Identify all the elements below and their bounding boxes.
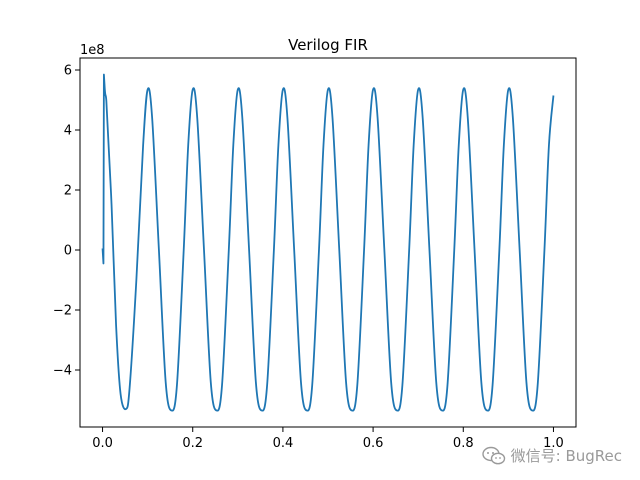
- y-tick-label: 6: [64, 64, 72, 79]
- x-tick-label: 0.4: [273, 436, 294, 451]
- plot-frame: [79, 57, 577, 428]
- x-tick-label: 0.8: [453, 436, 474, 451]
- chart-title: Verilog FIR: [288, 36, 368, 54]
- series-line: [101, 73, 555, 412]
- y-tick-label: 0: [64, 244, 72, 259]
- y-tick-label: 2: [64, 184, 72, 199]
- x-axis: 0.0 0.2 0.4 0.6 0.8 1.0: [92, 427, 564, 451]
- y-tick-label: −4: [53, 364, 72, 379]
- y-axis: −4 −2 0 2 4 6: [53, 64, 80, 379]
- watermark: 微信号: BugRec: [481, 445, 622, 466]
- y-tick-label: −2: [53, 304, 72, 319]
- y-tick-label: 4: [64, 124, 72, 139]
- x-tick-label: 0.6: [363, 436, 384, 451]
- watermark-text: 微信号: BugRec: [510, 447, 622, 465]
- x-tick-label: 0.0: [92, 436, 113, 451]
- series-layer: [101, 73, 555, 412]
- y-offset-label: 1e8: [80, 43, 105, 58]
- x-tick-label: 0.2: [182, 436, 203, 451]
- wechat-icon: [481, 446, 505, 464]
- x-tick-label: 1.0: [543, 436, 564, 451]
